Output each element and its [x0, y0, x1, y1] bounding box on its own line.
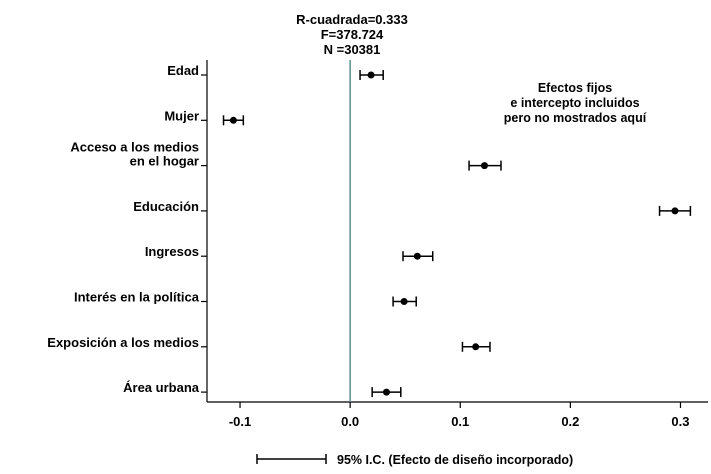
y-category-label: Acceso a los medios	[70, 140, 199, 155]
y-category-label: Educación	[133, 199, 199, 214]
estimate-point	[367, 71, 375, 79]
estimate-point	[472, 343, 480, 351]
x-tick-label: 0.0	[341, 414, 359, 429]
plot-area: -0.1 0.0 0.1 0.2 0.3 Edad Mujer Acceso a los me…	[47, 60, 708, 429]
y-category-label: Edad	[167, 63, 199, 78]
x-tick-label: 0.3	[671, 414, 689, 429]
stat-r-squared: R-cuadrada=0.333	[296, 12, 408, 27]
y-category-label: Exposición a los medios	[47, 335, 199, 350]
stat-n: N =30381	[324, 42, 381, 57]
estimate-point	[382, 388, 390, 396]
x-tick-label: 0.1	[451, 414, 469, 429]
note-line-3: pero no mostrados aquí	[504, 111, 647, 125]
y-category-label: Área urbana	[123, 380, 200, 395]
legend-label: 95% I.C. (Efecto de diseño incorporado)	[337, 453, 573, 467]
y-category-label: en el hogar	[130, 154, 199, 169]
stat-f: F=378.724	[321, 27, 384, 42]
note-line-2: e intercepto incluidos	[510, 96, 639, 110]
x-tick-label: 0.2	[561, 414, 579, 429]
legend: 95% I.C. (Efecto de diseño incorporado)	[256, 453, 573, 467]
y-category-label: Interés en la política	[74, 290, 200, 305]
chart-note: Efectos fijos e intercepto incluidos per…	[504, 81, 647, 125]
estimate-point	[413, 252, 421, 260]
y-category-label: Mujer	[164, 108, 199, 123]
y-category-label: Ingresos	[145, 244, 199, 259]
model-stats: R-cuadrada=0.333 F=378.724 N =30381	[296, 12, 408, 57]
estimate-point	[400, 298, 408, 305]
estimate-point	[229, 116, 237, 124]
note-line-1: Efectos fijos	[538, 81, 612, 95]
estimate-point	[480, 162, 488, 170]
x-tick-label: -0.1	[229, 414, 251, 429]
estimate-point	[671, 207, 679, 215]
